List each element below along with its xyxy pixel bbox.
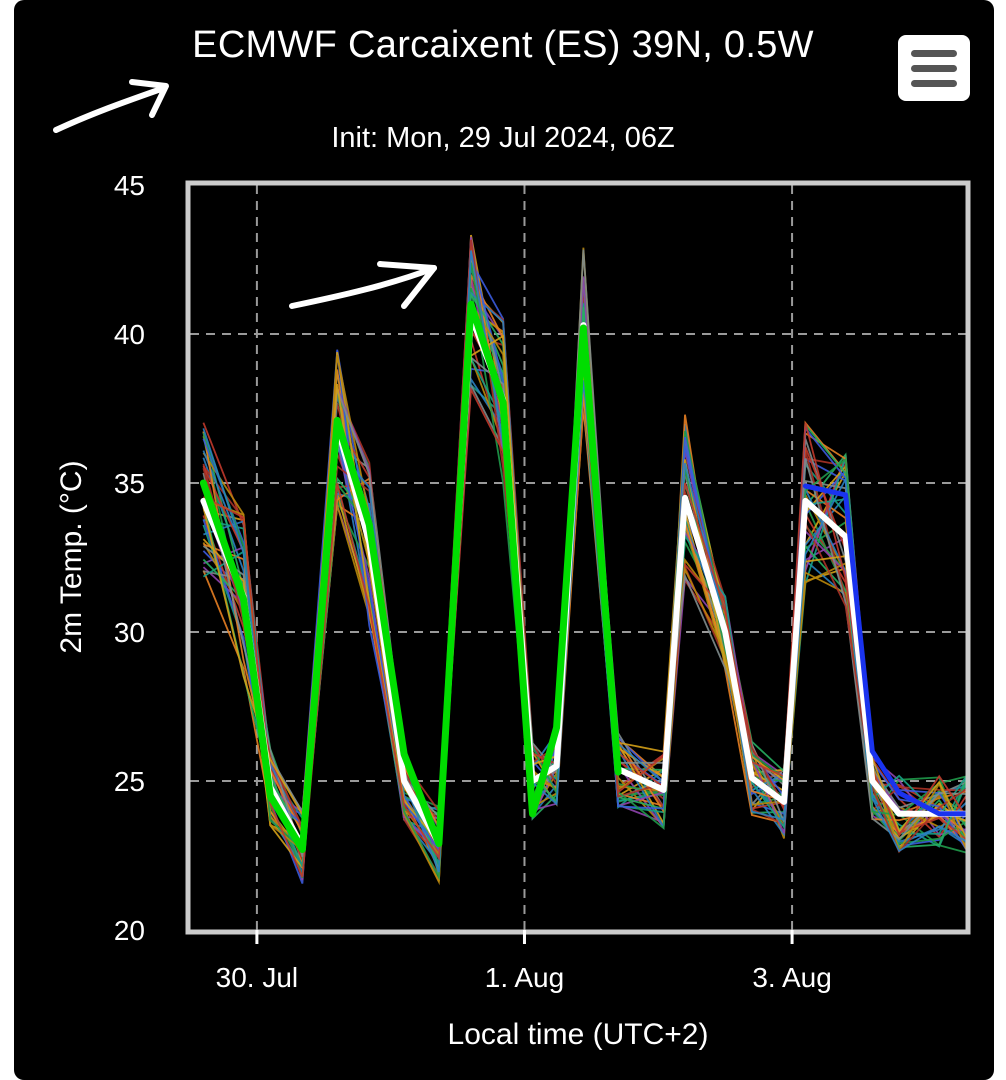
arrow-icon (289, 265, 437, 309)
hamburger-menu-icon (911, 80, 957, 87)
plot-border (185, 180, 971, 935)
ensemble-member-line (202, 291, 967, 876)
arrow-icon (129, 79, 169, 118)
y-tick-label: 30 (114, 617, 145, 648)
axis-ticks (255, 930, 794, 944)
arrow-icon (377, 261, 437, 309)
chart-title: ECMWF Carcaixent (ES) 39N, 0.5W (192, 24, 814, 66)
series-lines (199, 300, 969, 853)
hamburger-menu-icon (911, 50, 957, 57)
tick-labels: 20 25 30 35 40 45 30. Jul 1. Aug 3. Aug (114, 170, 832, 993)
arrow-annotation (53, 79, 169, 133)
y-tick-label: 35 (114, 468, 145, 499)
x-tick-label: 1. Aug (485, 962, 564, 993)
hamburger-menu-icon (911, 65, 957, 72)
x-tick-label: 30. Jul (216, 962, 299, 993)
series-line-2 (802, 483, 969, 817)
x-axis-title: Local time (UTC+2) (448, 1018, 709, 1051)
chart-subtitle: Init: Mon, 29 Jul 2024, 06Z (331, 122, 675, 154)
arrow-annotation (289, 261, 437, 309)
y-tick-label: 20 (114, 915, 145, 946)
arrow-icon (53, 85, 167, 133)
series-line-1 (199, 300, 622, 853)
y-tick-label: 45 (114, 170, 145, 201)
y-axis-title: 2m Temp. (°C) (55, 460, 88, 653)
y-tick-label: 40 (114, 319, 145, 350)
menu-button[interactable] (898, 35, 970, 101)
y-tick-label: 25 (114, 766, 145, 797)
x-tick-label: 3. Aug (752, 962, 831, 993)
